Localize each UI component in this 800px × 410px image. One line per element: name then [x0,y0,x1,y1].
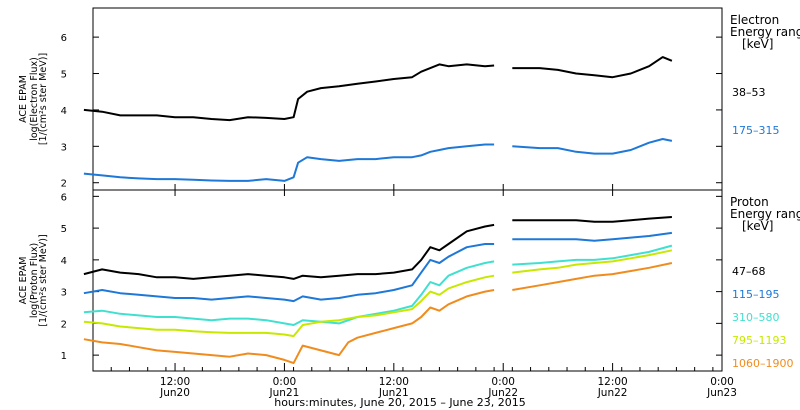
series-line [512,262,673,291]
legend-entry: 795–1193 [732,334,787,347]
series-line [512,56,673,79]
y-axis-label: log(Proton Flux) [29,243,40,318]
x-tick-label-date: Jun23 [706,387,737,399]
legend-entry: 310–580 [732,311,780,324]
legend-entry: 47–68 [732,265,766,278]
series-line [83,63,495,122]
electron-flux-panel: 2 3 4 5 6 ACE EPAM log(Electron Flux)[1/(cm²s … [18,7,800,191]
y-tick-label: 2 [61,319,67,330]
y-tick-label: 5 [61,70,67,81]
plot-frame [92,7,723,191]
series-line [83,274,495,338]
series-line [83,289,495,365]
time-axis: hours:minutes, June 20, 2015 – June 23, … [92,184,737,409]
y-tick-label: 6 [61,33,67,44]
series-line [512,216,672,223]
proton-flux-panel: 1 2 3 4 5 6 ACE EPAM log(Proton Flux)[1/(cm²s s… [18,189,800,372]
x-tick-label-time: 0:00 [273,376,297,388]
series-line [512,231,673,242]
x-tick-label-date: Jun20 [159,387,190,399]
y-tick-label: 6 [61,192,67,203]
y-tick-label: 4 [61,256,67,267]
x-tick-label-time: 0:00 [491,376,515,388]
x-tick-label-time: 12:00 [597,376,627,388]
legend-entry: 1060–1900 [732,357,794,370]
series-line [83,143,495,182]
legend-title: Proton [730,195,769,209]
series-line [512,244,673,266]
legend-title: [keV] [742,219,773,233]
legend-title: Energy ranges [730,25,800,39]
y-axis-label: ACE EPAM [18,75,29,123]
y-tick-label: 2 [61,179,67,190]
legend-entry: 175–315 [732,124,780,137]
x-tick-label-date: Jun21 [378,387,409,399]
x-tick-label-date: Jun22 [597,387,628,399]
series-line [83,260,495,326]
series-line [512,138,673,155]
legend-entry: 38–53 [732,86,766,99]
y-tick-label: 3 [61,142,67,153]
x-tick-label-date: Jun22 [487,387,518,399]
x-tick-label-date: Jun21 [269,387,300,399]
legend-entry: 115–195 [732,288,780,301]
series-line [83,223,495,280]
plot-frame [92,189,723,372]
y-axis-label: log(Electron Flux) [29,57,40,141]
legend-title: Electron [730,13,779,27]
series-line [512,249,673,274]
legend-title: Energy ranges [730,207,800,221]
y-tick-label: 5 [61,224,67,235]
x-tick-label-time: 12:00 [379,376,409,388]
y-tick-label: 3 [61,288,67,299]
x-axis-label: hours:minutes, June 20, 2015 – June 23, … [274,396,526,409]
y-axis-label: [1/(cm²s ster MeV)] [38,53,49,145]
y-axis-label: [1/(cm²s ster MeV)] [38,234,49,326]
x-tick-label-time: 0:00 [710,376,734,388]
x-tick-label-time: 12:00 [160,376,190,388]
series-line [83,243,495,303]
y-tick-label: 1 [61,351,67,362]
legend-title: [keV] [742,37,773,51]
y-axis-label: ACE EPAM [18,257,29,305]
y-tick-label: 4 [61,106,67,117]
